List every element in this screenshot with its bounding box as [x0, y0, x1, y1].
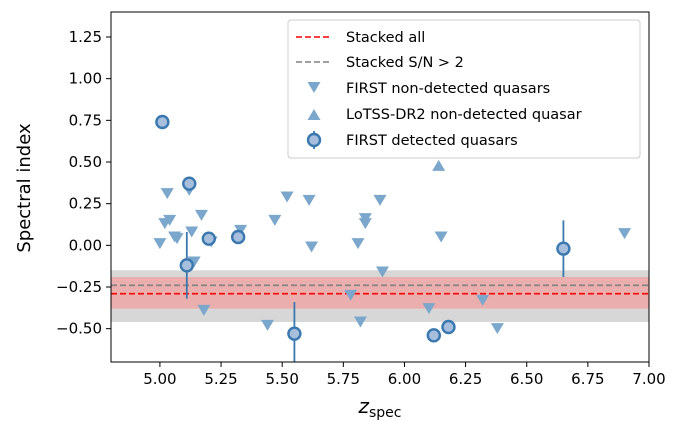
first-nondetected-point	[353, 316, 367, 328]
first-nondetected-point	[490, 323, 504, 335]
first-detected-point	[155, 114, 170, 130]
first-detected-point	[201, 231, 217, 246]
first-nondetected-point	[422, 303, 436, 315]
first-nondetected-point	[434, 231, 448, 243]
x-tick-label: 6.25	[449, 370, 482, 388]
first-detected-point	[426, 328, 441, 343]
y-tick-label: −0.50	[56, 320, 102, 338]
stacked-all-band	[111, 277, 649, 309]
y-tick-label: 1.25	[69, 28, 102, 46]
first-nondetected-point	[375, 266, 389, 278]
stacked-bands	[111, 270, 649, 322]
x-axis-label: zspec	[358, 394, 402, 421]
first-detected-point	[182, 176, 197, 191]
first-nondetected-point	[194, 209, 208, 221]
y-tick-label: 0.75	[69, 111, 102, 129]
first-detected-point	[556, 241, 571, 256]
first-nondetected-point	[163, 214, 177, 226]
x-tick-label: 6.50	[510, 370, 543, 388]
first-nondetected-point	[160, 188, 174, 200]
first-detected-point	[230, 229, 246, 245]
first-nondetected-point	[358, 218, 372, 230]
plot-frame	[110, 11, 650, 363]
first-nondetected-point	[197, 304, 211, 316]
first-nondetected-point	[305, 241, 319, 253]
first-nondetected-point	[153, 238, 167, 250]
y-tick-label: 1.00	[69, 70, 102, 88]
legend-stacked-all-label: Stacked all	[346, 30, 425, 46]
x-tick-label: 5.75	[327, 370, 360, 388]
first-nondetected-point	[170, 233, 184, 245]
x-tick-label: 7.00	[632, 370, 665, 388]
first-nondetected-point	[351, 238, 365, 250]
first-nondetected-point	[280, 191, 294, 203]
y-tick-label: 0.50	[69, 153, 102, 171]
first-detected-point	[179, 258, 195, 273]
legend-lotss-label: LoTSS-DR2 non-detected quasar	[346, 107, 582, 123]
first-nondetected-point	[302, 194, 316, 206]
legend: Stacked all Stacked S/N > 2 FIRST non-de…	[287, 19, 641, 159]
first-nondetected-point	[261, 319, 275, 331]
x-axis-ticks: 5.00 5.25 5.50 5.75 6.00 6.25 6.50 6.75 7.00	[143, 362, 666, 388]
y-axis-ticks: 1.25 1.00 0.75 0.50 0.25 0.00 −0.25 −0.50	[56, 28, 111, 338]
legend-circle-swatch	[306, 132, 322, 148]
legend-box	[287, 19, 641, 159]
x-tick-label: 6.00	[388, 370, 421, 388]
legend-first-nondetected-label: FIRST non-detected quasars	[346, 81, 550, 97]
first-nondetected-point	[268, 214, 282, 226]
x-tick-label: 6.75	[571, 370, 604, 388]
first-nondetected-point	[476, 294, 490, 306]
first-nondetected-point	[185, 226, 199, 238]
first-nondetected-point	[344, 289, 358, 301]
y-axis-label: Spectral index	[14, 123, 35, 253]
first-nondetected-point	[618, 228, 632, 240]
legend-first-detected-label: FIRST detected quasars	[346, 133, 518, 149]
y-tick-label: 0.25	[69, 195, 102, 213]
y-tick-label: 0.00	[69, 236, 102, 254]
lotss-nondetected-point	[432, 159, 446, 171]
first-detected-point	[441, 319, 456, 335]
y-tick-label: −0.25	[56, 278, 102, 296]
first-nondetected-point	[373, 194, 387, 206]
first-detected-point	[287, 326, 302, 341]
legend-triangle-up-swatch	[307, 109, 321, 120]
data-points	[153, 114, 632, 362]
x-tick-label: 5.25	[204, 370, 237, 388]
x-tick-label: 5.00	[143, 370, 176, 388]
legend-stacked-sn-label: Stacked S/N > 2	[346, 55, 464, 71]
first-nondetected-point	[187, 256, 201, 268]
x-tick-label: 5.50	[265, 370, 298, 388]
legend-triangle-down-swatch	[307, 82, 321, 93]
